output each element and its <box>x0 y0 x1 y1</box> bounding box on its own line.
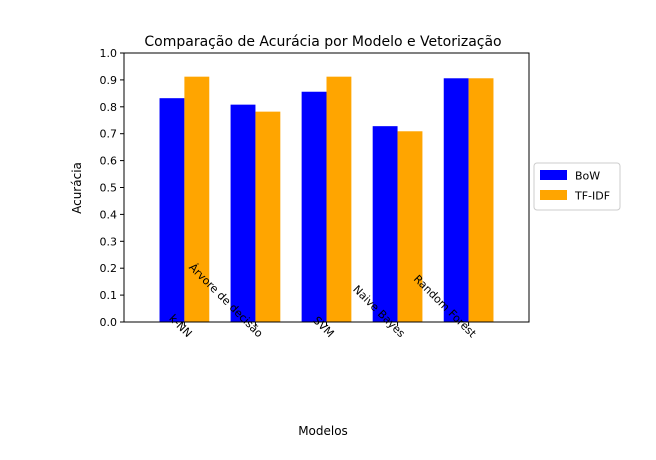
legend-swatch <box>540 170 567 180</box>
bar-tf-idf-2 <box>255 111 281 322</box>
legend-label: BoW <box>575 170 600 183</box>
bar-bow-3 <box>301 91 327 323</box>
bar-bow-2 <box>230 104 256 322</box>
y-tick-label: 0.7 <box>100 128 118 141</box>
y-tick-label: 0.1 <box>100 289 118 302</box>
bar-bow-4 <box>372 126 398 322</box>
y-tick-label: 0.4 <box>100 208 118 221</box>
y-axis-label: Acurácia <box>70 162 84 214</box>
bar-tf-idf-5 <box>468 78 494 322</box>
y-tick-label: 1.0 <box>100 47 118 60</box>
y-axis: 0.0 0.1 0.2 0.3 0.4 0.5 0.6 0.7 0.8 0.9 1.0 <box>100 47 124 329</box>
bar-tf-idf-1 <box>184 76 210 322</box>
y-tick-label: 0.9 <box>100 74 118 87</box>
y-tick-label: 0.8 <box>100 101 118 114</box>
y-tick-label: 0.6 <box>100 155 118 168</box>
bar-bow-1 <box>159 98 185 322</box>
y-tick-label: 0.2 <box>100 262 118 275</box>
bars-group <box>159 76 494 323</box>
legend-label: TF-IDF <box>574 190 610 203</box>
bar-tf-idf-3 <box>326 76 352 322</box>
legend: BoW TF-IDF <box>533 162 621 211</box>
y-tick-label: 0.3 <box>100 235 118 248</box>
legend-swatch <box>540 190 567 200</box>
y-tick-label: 0.5 <box>100 182 118 195</box>
y-tick-label: 0.0 <box>100 316 118 329</box>
chart-title: Comparação de Acurácia por Modelo e Veto… <box>144 34 501 50</box>
bar-bow-5 <box>443 78 469 322</box>
plot-frame <box>123 52 530 323</box>
x-axis-label: Modelos <box>298 424 348 438</box>
bar-tf-idf-4 <box>397 131 423 322</box>
